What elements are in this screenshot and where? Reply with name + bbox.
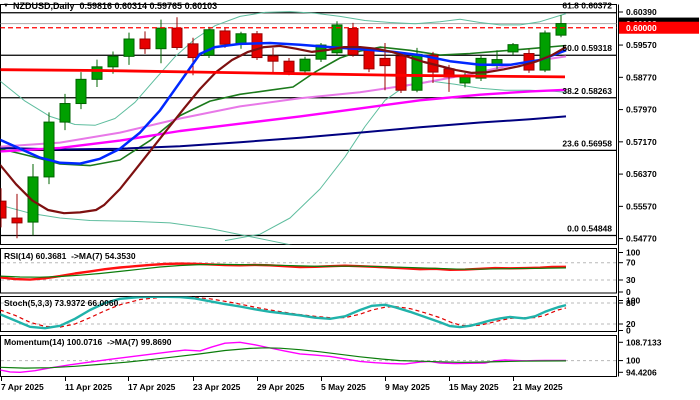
chart-title-bar: ▼ NZDUSD,Daily 0.59816 0.60314 0.59765 0…	[3, 1, 217, 11]
candle-body[interactable]	[187, 43, 199, 59]
rsi-axis-label: 70	[626, 258, 636, 268]
candle-body[interactable]	[27, 176, 39, 223]
momentum-indicator-label: Momentum(14) 100.0716 ->MA(7) 99.8690	[4, 337, 172, 347]
candle-body[interactable]	[59, 103, 71, 123]
candle-body[interactable]	[507, 44, 519, 53]
time-axis-area[interactable]	[0, 378, 617, 398]
date-axis-label: 29 Apr 2025	[257, 382, 305, 392]
date-axis-label: 17 Apr 2025	[128, 382, 176, 392]
momentum-axis-label: 108.7133	[626, 337, 662, 347]
candle-body[interactable]	[379, 57, 391, 67]
alert-price-label-bg	[619, 21, 699, 34]
triangle-down-icon[interactable]: ▼	[3, 2, 9, 9]
stoch-indicator-label: Stoch(5,3,3) 73.9372 66.0060	[4, 298, 119, 308]
momentum-panel-frame	[0, 335, 617, 377]
date-axis-label: 15 May 2025	[449, 382, 499, 392]
candle-body[interactable]	[123, 38, 135, 57]
rsi-indicator-label: RSI(14) 60.3681 ->MA(7) 54.3530	[4, 251, 136, 261]
candle-body[interactable]	[267, 55, 279, 62]
ma-maroon	[0, 44, 567, 215]
support-line-red	[0, 68, 566, 79]
candle-body[interactable]	[331, 24, 343, 54]
date-axis-label: 7 Apr 2025	[1, 382, 44, 392]
price-axis-label: 0.59570	[626, 40, 657, 50]
stoch-axis-label: 80	[626, 298, 636, 308]
chart-title: NZDUSD,Daily 0.59816 0.60314 0.59765 0.6…	[12, 1, 218, 11]
candle-body[interactable]	[0, 200, 7, 219]
ma-navy	[0, 115, 567, 151]
candle-body[interactable]	[555, 23, 567, 36]
candle-body[interactable]	[43, 121, 55, 178]
fib-label: 0.0 0.54848	[567, 223, 612, 233]
alert-price-label: 0.60000	[626, 23, 657, 33]
rsi-layers	[0, 262, 616, 281]
candle-body[interactable]	[139, 38, 151, 50]
candle-body[interactable]	[299, 58, 311, 72]
ma-blue	[0, 41, 567, 165]
stoch-layers	[0, 296, 616, 330]
candle-body[interactable]	[395, 55, 407, 91]
stoch-d-line	[0, 296, 567, 328]
rsi-axis-label: 0	[626, 287, 631, 297]
fib-label: 38.2 0.58263	[562, 86, 612, 96]
candle-body[interactable]	[283, 60, 295, 73]
date-axis-label: 23 Apr 2025	[193, 382, 241, 392]
candle-body[interactable]	[347, 28, 359, 56]
candle-body[interactable]	[539, 32, 551, 71]
main-chart-area[interactable]	[0, 5, 617, 245]
price-axis-label: 0.58770	[626, 72, 657, 82]
fib-label: 61.8 0.60372	[562, 1, 612, 11]
price-axis-area[interactable]	[619, 5, 700, 377]
ma-violet	[0, 55, 567, 148]
stoch-axis-label: 100	[626, 296, 640, 306]
momentum-axis-label: 94.4206	[626, 367, 657, 377]
price-axis-label: 0.60390	[626, 7, 657, 17]
date-axis-label: 11 Apr 2025	[65, 382, 112, 392]
candle-body[interactable]	[475, 57, 487, 79]
momentum-ma-line	[0, 347, 567, 369]
price-axis-label: 0.55570	[626, 201, 657, 211]
stoch-axis-label: 0	[626, 326, 631, 336]
rsi-ma-line	[0, 263, 567, 278]
momentum-line	[0, 341, 567, 373]
price-axis-label: 0.57170	[626, 137, 657, 147]
candle-body[interactable]	[203, 29, 215, 56]
rsi-panel-frame	[0, 248, 617, 294]
candle-body[interactable]	[11, 217, 23, 224]
price-axis-label: 0.54770	[626, 234, 657, 244]
date-axis-label: 5 May 2025	[321, 382, 366, 392]
stoch-axis-label: 20	[626, 319, 636, 329]
ma-green	[0, 44, 567, 167]
momentum-layers	[0, 341, 616, 373]
bollinger-lower-band	[0, 204, 293, 245]
candle-body[interactable]	[75, 78, 87, 105]
candle-body[interactable]	[219, 30, 231, 45]
fib-label: 50.0 0.59318	[562, 43, 612, 53]
price-axis-label: 0.56370	[626, 169, 657, 179]
bollinger-upper-band	[0, 11, 567, 126]
rsi-axis-label: 30	[626, 275, 636, 285]
date-axis-label: 9 May 2025	[385, 382, 430, 392]
momentum-axis-label: 100	[626, 356, 640, 366]
stoch-k-line	[0, 296, 567, 330]
ma-magenta	[0, 88, 567, 153]
candle-body[interactable]	[107, 55, 119, 68]
rsi-axis-label: 100	[626, 248, 640, 258]
fib-label: 23.6 0.56958	[562, 138, 612, 148]
price-axis-label: 0.57970	[626, 105, 657, 115]
stoch-panel-frame	[0, 296, 617, 332]
main-chart-layers	[0, 11, 617, 245]
candle-body[interactable]	[251, 33, 263, 59]
date-axis-label: 21 May 2025	[513, 382, 563, 392]
candle-body[interactable]	[91, 66, 103, 80]
